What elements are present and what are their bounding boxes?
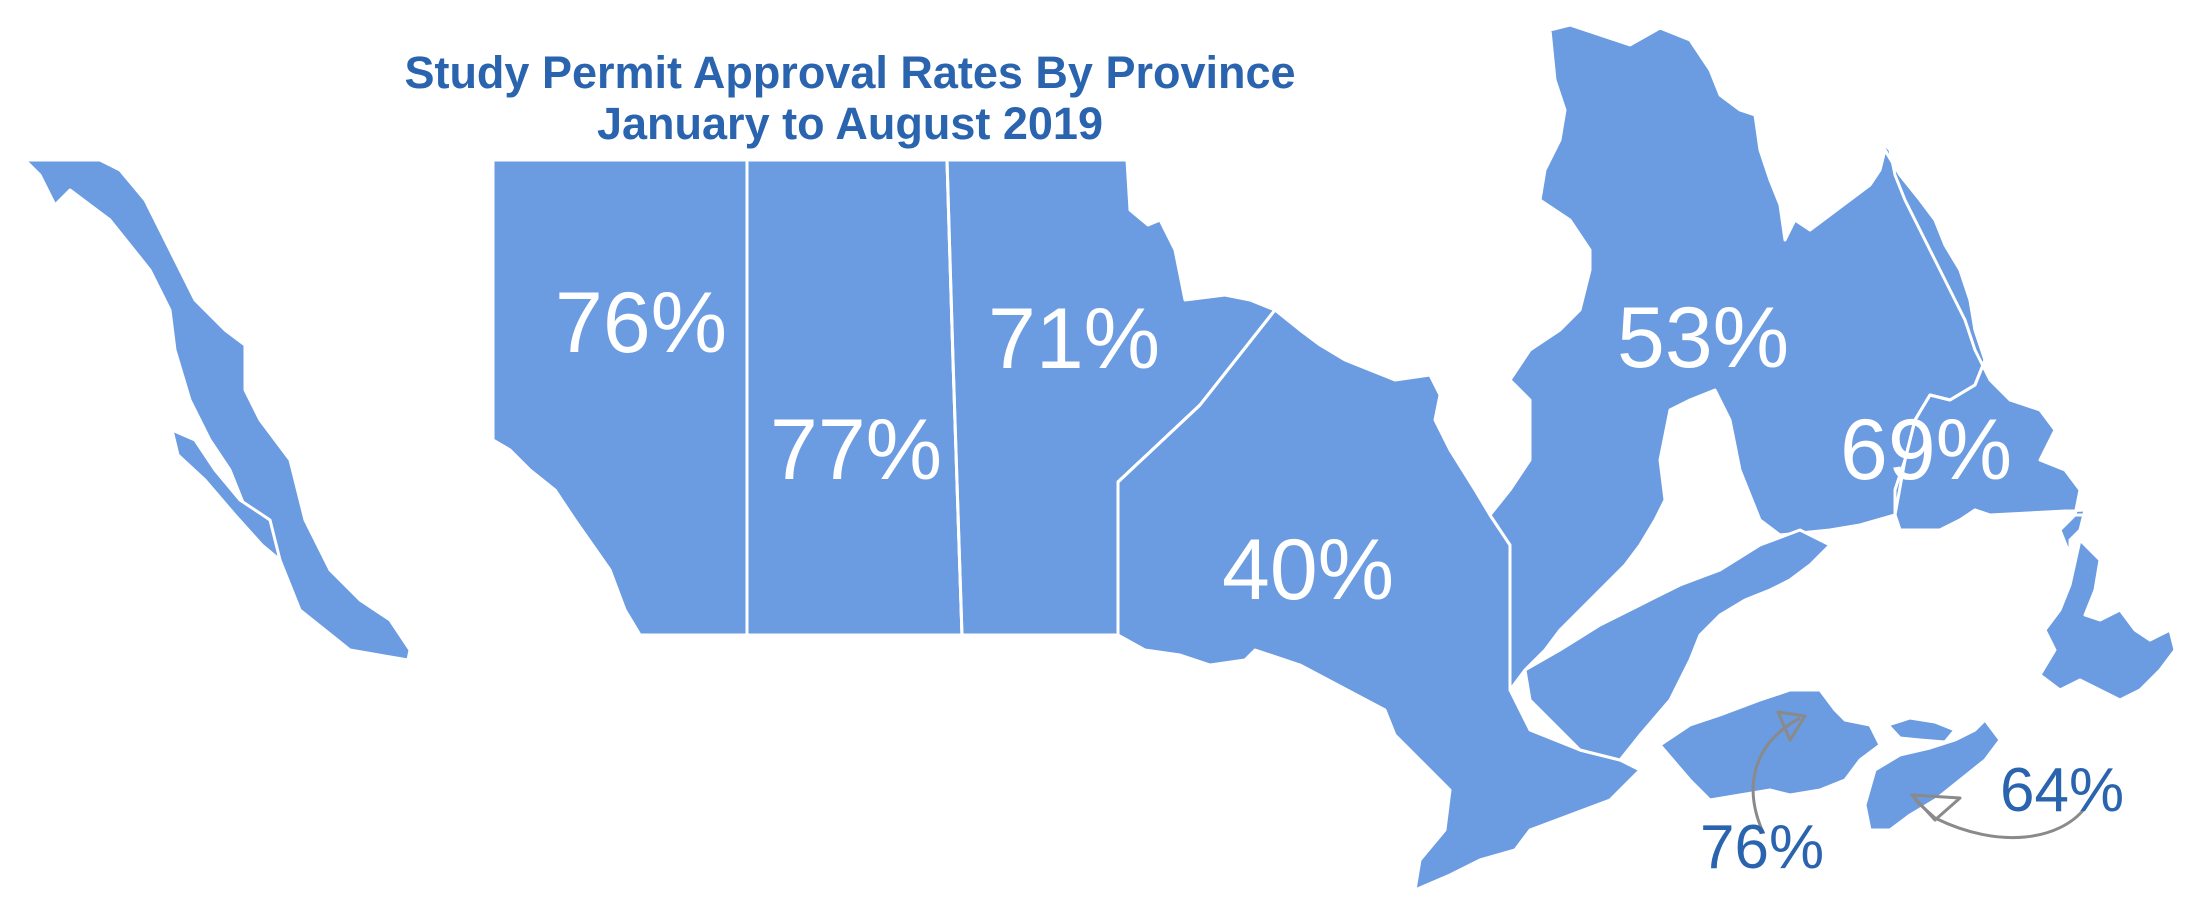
callout-arrow-nova-scotia <box>1913 798 2087 840</box>
region-ontario <box>1116 308 1642 892</box>
region-vancouver-island <box>170 428 282 562</box>
label-manitoba: 71% <box>988 291 1161 387</box>
border-quebec-labrador <box>1878 139 2085 532</box>
callout-arrowhead-nova-scotia <box>1910 793 1962 822</box>
region-new-brunswick <box>1658 688 1882 802</box>
label-quebec: 53% <box>1617 290 1790 386</box>
region-newfoundland <box>2038 538 2177 702</box>
label-british-columbia: 54% <box>262 217 435 313</box>
region-quebec <box>1488 23 1987 692</box>
border-bc-alberta <box>491 160 642 636</box>
callout-arrowhead-new-brunswick <box>1776 710 1807 742</box>
map-subtitle: January to August 2019 <box>597 98 1103 149</box>
border-manitoba-ontario <box>1116 309 1277 635</box>
region-pei <box>1886 716 1957 744</box>
region-british-columbia <box>23 158 412 662</box>
region-quebec-south <box>1523 528 1832 762</box>
label-ontario: 40% <box>1222 522 1395 618</box>
region-manitoba <box>945 158 1277 637</box>
label-new-brunswick: 76% <box>1700 813 1825 882</box>
label-newfoundland-labrador: 69% <box>1840 402 2013 498</box>
map-title: Study Permit Approval Rates By Province <box>404 47 1296 98</box>
region-alberta <box>491 158 749 637</box>
region-saskatchewan <box>745 158 964 637</box>
border-saskatchewan-manitoba <box>945 159 964 636</box>
region-nova-scotia <box>1863 718 2002 832</box>
label-alberta: 76% <box>555 275 728 371</box>
label-nova-scotia: 64% <box>2000 756 2125 825</box>
label-saskatchewan: 77% <box>770 402 943 498</box>
